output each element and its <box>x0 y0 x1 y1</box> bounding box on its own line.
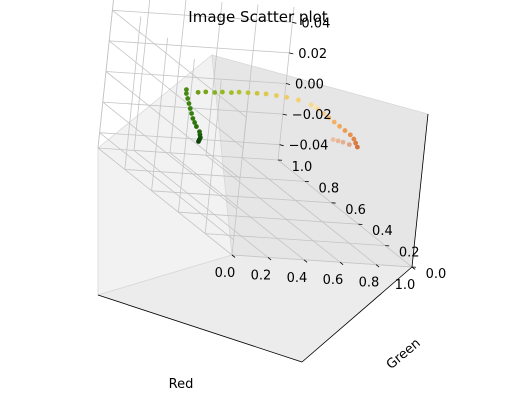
y-tick-label: 0.6 <box>345 203 366 218</box>
scatter-point <box>184 87 189 92</box>
scatter-point <box>348 132 353 137</box>
scatter-point <box>343 128 348 133</box>
scatter-point <box>188 106 193 111</box>
y-grid-line <box>98 0 114 148</box>
z-tick-label: 0.04 <box>301 16 330 31</box>
x-axis-label: Red <box>169 377 194 392</box>
z-tick-label: 0.02 <box>298 47 327 62</box>
scatter-point <box>336 139 341 144</box>
scatter-point <box>274 93 279 98</box>
scatter-point <box>255 91 260 96</box>
z-tick-label: −0.04 <box>289 139 329 154</box>
scatter-point <box>190 116 195 121</box>
y-tick-label: 0.4 <box>372 224 393 239</box>
scatter-point <box>341 140 346 145</box>
scatter-point <box>296 98 301 103</box>
x-tick-label: 0.8 <box>359 276 380 291</box>
scatter-point <box>189 111 194 116</box>
scatter-point <box>246 90 251 95</box>
y-tick-label: 0.8 <box>318 181 339 196</box>
scatter-point <box>196 90 201 95</box>
scatter-point <box>284 95 289 100</box>
x-tick-label: 0.4 <box>287 271 308 286</box>
x-tick-label: 0.2 <box>251 268 272 283</box>
z-tick-label: −0.02 <box>292 108 332 123</box>
x-tick-label: 1.0 <box>395 278 416 293</box>
y-tick-label: 1.0 <box>292 160 313 175</box>
z-tick-label: 0.00 <box>295 78 324 93</box>
scatter-point <box>197 129 202 134</box>
y-axis-label: Green <box>384 336 424 373</box>
scatter-point <box>237 90 242 95</box>
y-tick-label: 0.2 <box>399 246 420 261</box>
scatter-point <box>264 92 269 97</box>
scatter-point <box>212 90 217 95</box>
x-tick-label: 0.6 <box>323 273 344 288</box>
z-grid-line <box>109 41 289 53</box>
scatter-point <box>229 90 234 95</box>
x-tick-label: 0.0 <box>215 266 236 281</box>
scatter-point <box>185 96 190 101</box>
scatter-point <box>337 124 342 129</box>
scatter-point <box>332 120 337 125</box>
scatter-point <box>355 145 360 150</box>
y-tick-label: 0.0 <box>426 267 447 282</box>
z-tick <box>289 53 293 54</box>
scatter-point <box>347 142 352 147</box>
scatter-point <box>220 90 225 95</box>
scatter-point <box>309 102 314 107</box>
scatter-point <box>187 101 192 106</box>
scatter-point <box>331 137 336 142</box>
scatter-point <box>203 89 208 94</box>
